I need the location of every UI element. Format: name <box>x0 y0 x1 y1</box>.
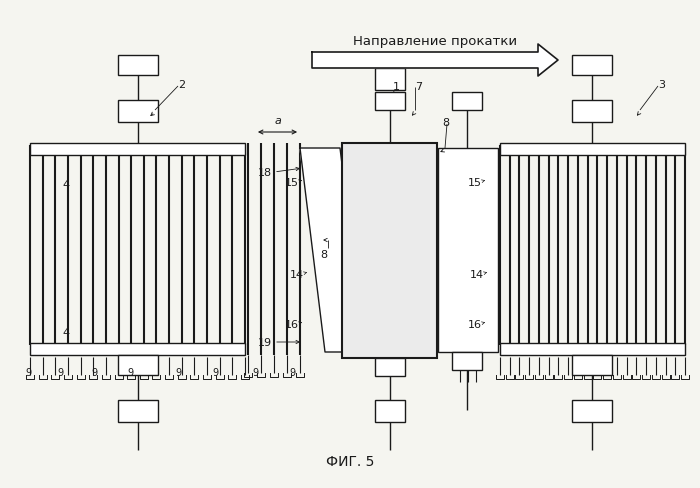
Text: 9: 9 <box>127 368 133 378</box>
Bar <box>572 400 612 422</box>
Text: 15: 15 <box>285 178 299 188</box>
Text: 16: 16 <box>285 320 299 330</box>
Bar <box>118 100 158 122</box>
Bar <box>452 92 482 110</box>
Text: 18: 18 <box>258 168 272 178</box>
Text: 9: 9 <box>57 368 63 378</box>
Text: 14: 14 <box>470 270 484 280</box>
Bar <box>375 68 405 90</box>
Text: Направление прокатки: Направление прокатки <box>353 36 517 48</box>
Bar <box>342 143 437 358</box>
Text: 8: 8 <box>442 118 449 128</box>
Bar <box>118 355 158 375</box>
Text: 19: 19 <box>258 338 272 348</box>
Polygon shape <box>300 148 365 352</box>
Text: 3: 3 <box>658 80 665 90</box>
Bar <box>572 355 612 375</box>
Bar <box>375 92 405 110</box>
Bar <box>452 352 482 370</box>
Text: ФИГ. 5: ФИГ. 5 <box>326 455 374 469</box>
Text: 4: 4 <box>62 180 69 190</box>
Text: 9: 9 <box>289 368 295 378</box>
Bar <box>118 400 158 422</box>
Text: 1: 1 <box>393 82 400 92</box>
Bar <box>30 143 245 155</box>
Text: 2: 2 <box>178 80 185 90</box>
Bar <box>375 358 405 376</box>
Bar <box>572 55 612 75</box>
Text: 7: 7 <box>415 82 422 92</box>
Bar <box>572 100 612 122</box>
Text: 9: 9 <box>175 368 181 378</box>
Bar <box>30 343 245 355</box>
Bar <box>438 148 498 352</box>
Text: 8: 8 <box>320 250 327 260</box>
Bar <box>500 143 685 155</box>
Text: 9: 9 <box>91 368 97 378</box>
Text: a: a <box>274 116 281 126</box>
Text: 14: 14 <box>290 270 304 280</box>
Text: 9: 9 <box>252 368 258 378</box>
Text: 9: 9 <box>25 368 31 378</box>
Text: 16: 16 <box>468 320 482 330</box>
Bar <box>500 343 685 355</box>
Bar <box>118 55 158 75</box>
Text: 15: 15 <box>468 178 482 188</box>
Text: 9: 9 <box>212 368 218 378</box>
Polygon shape <box>312 44 558 76</box>
Text: 4: 4 <box>62 328 69 338</box>
Bar <box>375 400 405 422</box>
